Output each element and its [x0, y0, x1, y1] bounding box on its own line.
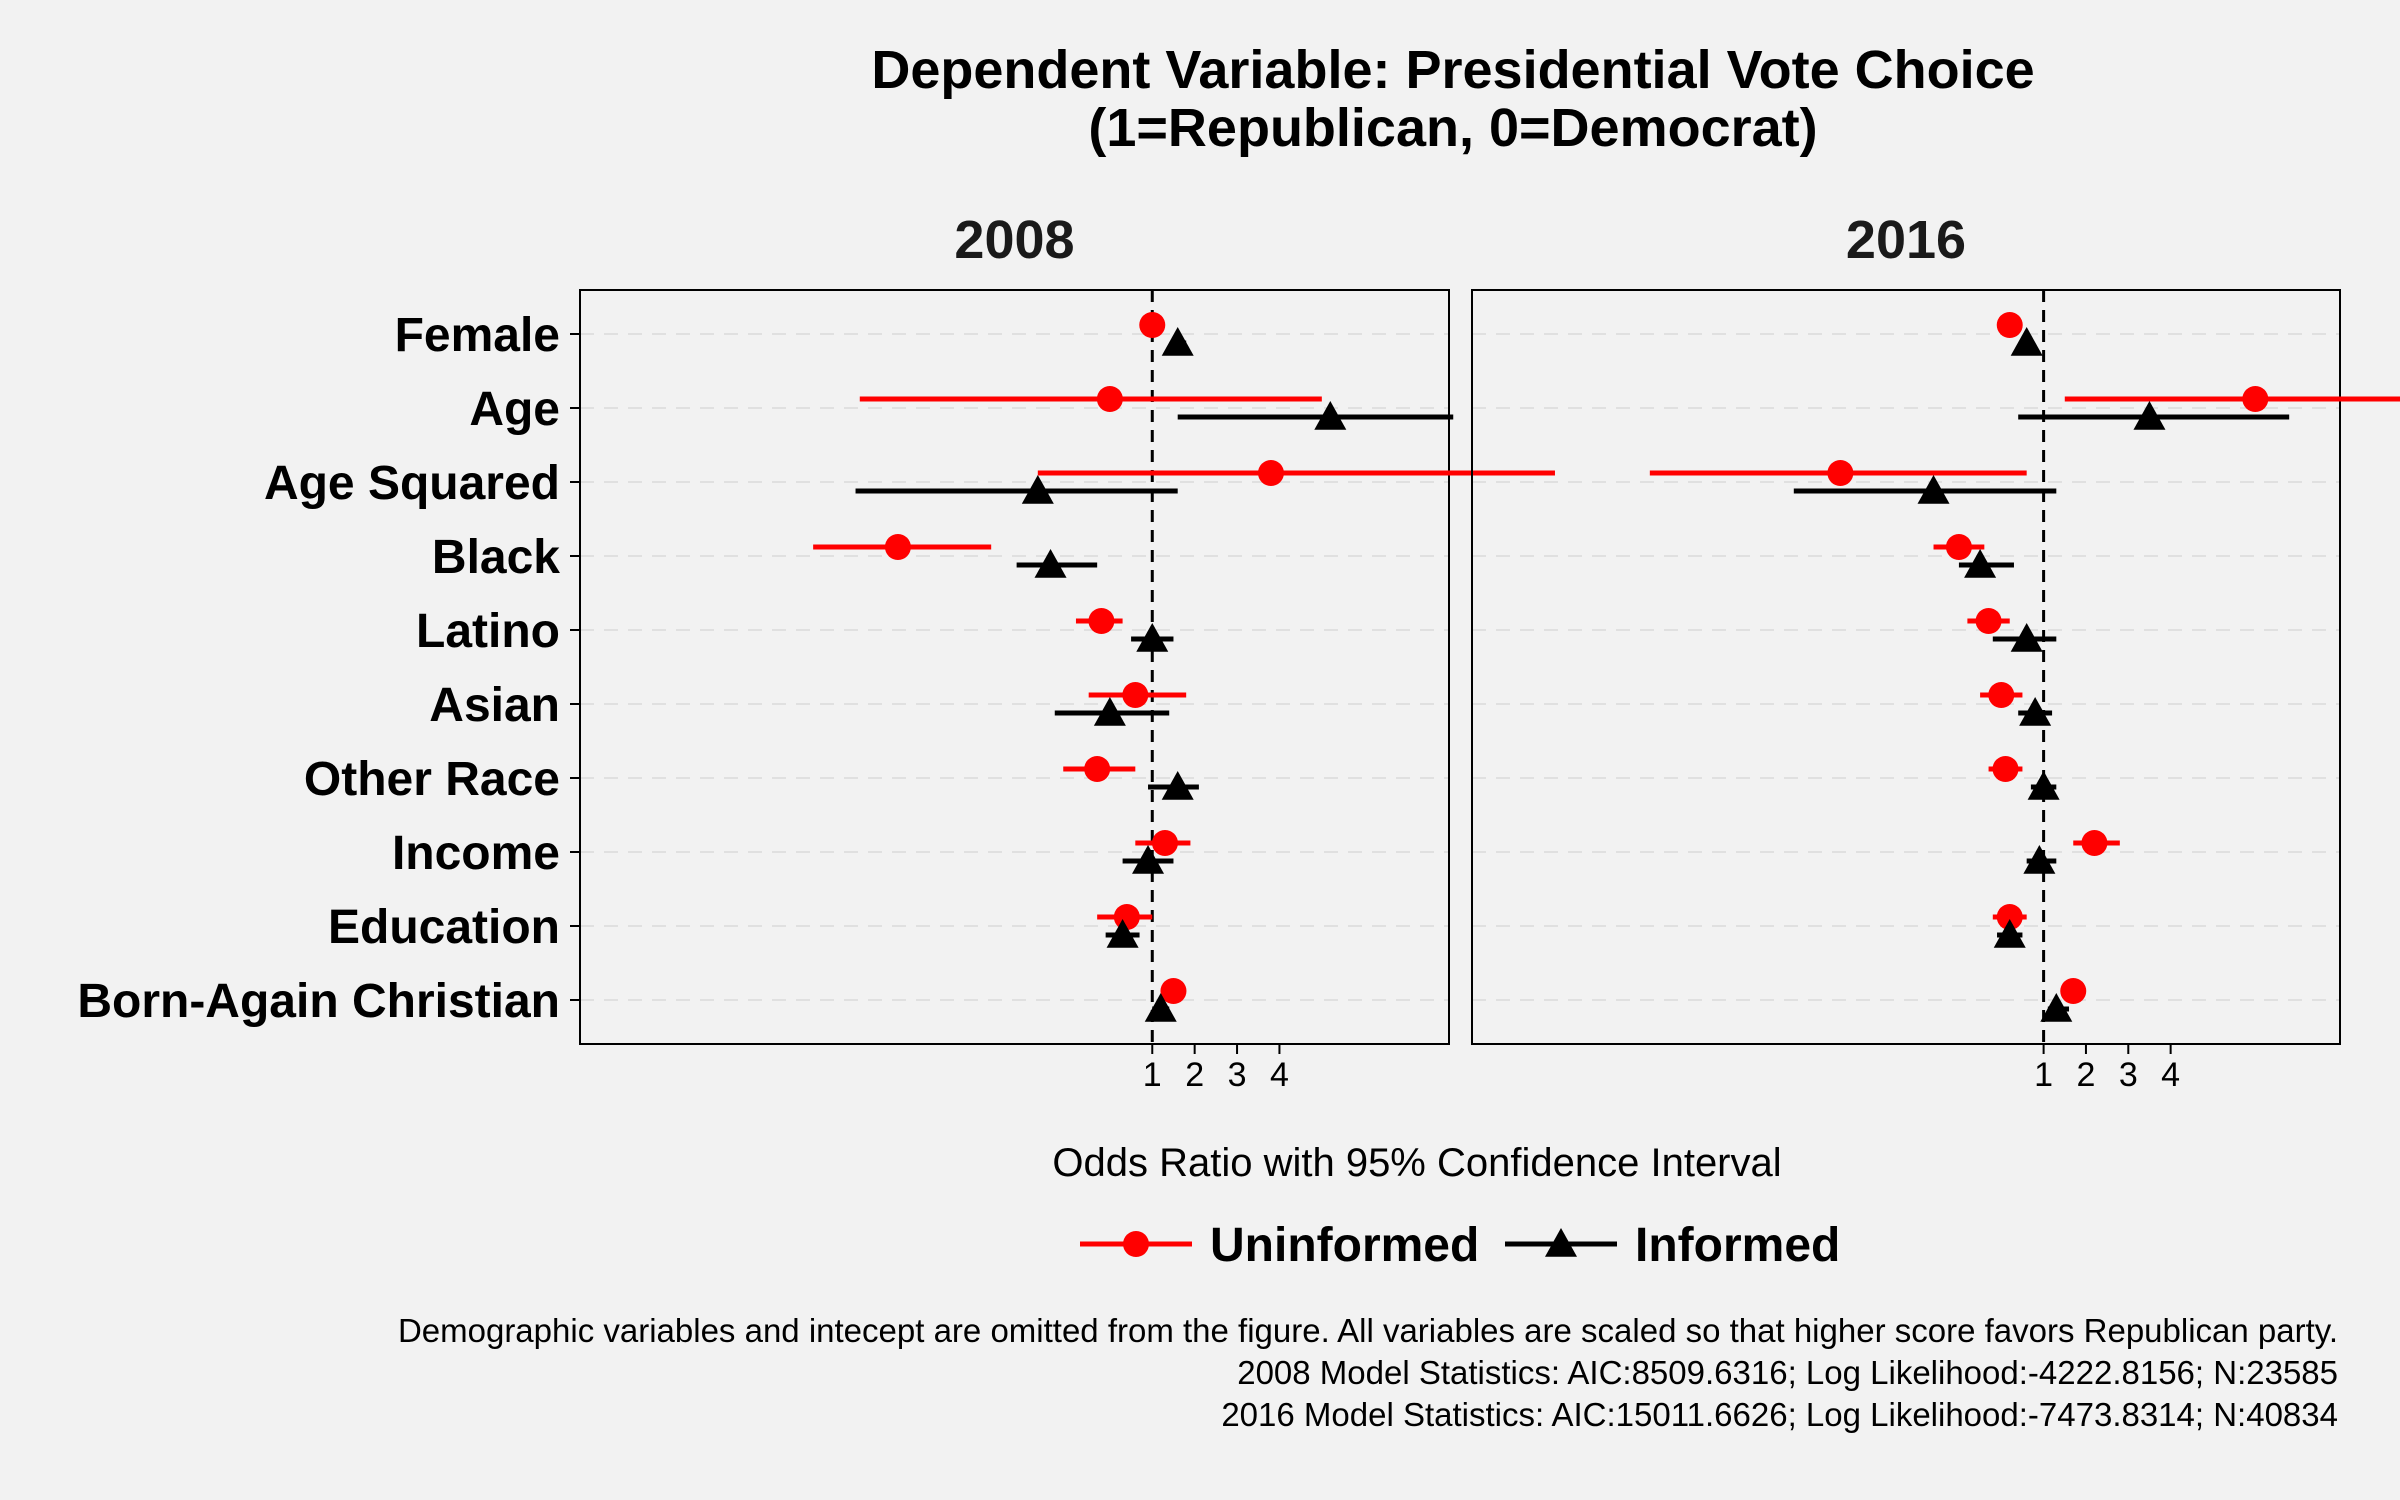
legend-key-marker [1545, 1228, 1577, 1257]
point-informed-black [1964, 549, 1997, 578]
point-uninformed-black [1945, 534, 1972, 560]
point-uninformed-black [884, 534, 911, 560]
point-informed-black [1034, 549, 1067, 578]
caption: Demographic variables and intecept are o… [398, 1312, 2338, 1433]
chart-title-line-1: Dependent Variable: Presidential Vote Ch… [871, 40, 2034, 100]
point-informed-asian [1093, 697, 1126, 726]
x-tick-label: 3 [1228, 1056, 1247, 1094]
point-uninformed-age [2242, 386, 2269, 412]
y-tick-label-income: Income [392, 827, 560, 880]
caption-line: 2016 Model Statistics: AIC:15011.6626; L… [1221, 1396, 2338, 1433]
legend-entry-informed: Informed [1505, 1219, 1840, 1272]
series-uninformed [1649, 312, 2400, 1004]
point-uninformed-age-squared [1257, 460, 1284, 486]
point-uninformed-age [1096, 386, 1123, 412]
series-informed [855, 327, 1454, 1022]
point-informed-born-again-christian [2040, 993, 2073, 1022]
point-uninformed-income [2081, 830, 2108, 856]
y-tick-label-age-squared: Age Squared [264, 457, 560, 510]
point-uninformed-other-race [1084, 756, 1111, 782]
point-informed-income [2023, 845, 2056, 874]
point-uninformed-income [1151, 830, 1178, 856]
legend-key-marker [1123, 1231, 1149, 1257]
point-informed-education [1993, 919, 2026, 948]
point-uninformed-female [1139, 312, 1166, 338]
point-uninformed-born-again-christian [2060, 978, 2087, 1004]
point-informed-latino [1136, 623, 1169, 652]
point-uninformed-education [1996, 904, 2023, 930]
point-informed-latino [2010, 623, 2043, 652]
point-informed-born-again-christian [1144, 993, 1177, 1022]
legend-label: Uninformed [1210, 1219, 1479, 1272]
point-informed-age-squared [1917, 475, 1950, 504]
point-uninformed-latino [1088, 608, 1115, 634]
point-informed-female [1161, 327, 1194, 356]
x-tick-label: 2 [2076, 1056, 2095, 1094]
panel-border [579, 289, 1450, 1045]
y-tick-label-other-race: Other Race [304, 753, 560, 806]
point-uninformed-asian [1988, 682, 2015, 708]
point-informed-age-squared [1021, 475, 1054, 504]
x-tick-label: 3 [2119, 1056, 2138, 1094]
point-informed-age [2133, 401, 2166, 430]
y-tick-label-latino: Latino [416, 605, 560, 658]
x-tick-label: 4 [2161, 1056, 2180, 1094]
y-tick-label-female: Female [395, 309, 560, 362]
y-tick-label-education: Education [328, 901, 560, 954]
point-informed-age [1314, 401, 1347, 430]
panel-border [1471, 289, 2341, 1045]
point-uninformed-education [1113, 904, 1140, 930]
point-uninformed-female [1996, 312, 2023, 338]
point-uninformed-latino [1975, 608, 2002, 634]
x-tick-label: 2 [1185, 1056, 1204, 1094]
point-uninformed-age-squared [1827, 460, 1854, 486]
point-informed-other-race [1161, 771, 1194, 800]
chart-title-line-2: (1=Republican, 0=Democrat) [1088, 98, 1817, 158]
legend: Uninformed Informed [1080, 1219, 1840, 1272]
series-informed [1793, 327, 2290, 1022]
legend-label: Informed [1635, 1219, 1840, 1272]
series-uninformed [813, 312, 1555, 1004]
point-informed-other-race [2027, 771, 2060, 800]
facet-label: 2016 [1846, 210, 1966, 270]
x-tick-label: 4 [1270, 1056, 1289, 1094]
legend-entry-uninformed: Uninformed [1080, 1219, 1479, 1272]
point-uninformed-born-again-christian [1160, 978, 1187, 1004]
x-axis-label: Odds Ratio with 95% Confidence Interval [1052, 1141, 1781, 1185]
x-tick-label: 1 [2034, 1056, 2053, 1094]
point-informed-education [1106, 919, 1139, 948]
facet-panel-2008: 2008 1 2 3 4 [579, 210, 1555, 1094]
point-informed-income [1132, 845, 1165, 874]
y-tick-label-asian: Asian [429, 679, 560, 732]
y-tick-label-black: Black [432, 531, 560, 584]
y-tick-label-age: Age [469, 383, 560, 436]
point-uninformed-other-race [1992, 756, 2019, 782]
facet-label: 2008 [954, 210, 1074, 270]
point-informed-female [2010, 327, 2043, 356]
point-informed-asian [2019, 697, 2052, 726]
caption-line: 2008 Model Statistics: AIC:8509.6316; Lo… [1237, 1354, 2338, 1391]
point-uninformed-asian [1122, 682, 1149, 708]
y-tick-label-born-again-christian: Born-Again Christian [77, 975, 560, 1028]
x-tick-label: 1 [1143, 1056, 1162, 1094]
caption-line: Demographic variables and intecept are o… [398, 1312, 2338, 1349]
facet-panel-2016: 2016 1 2 3 4 [1471, 210, 2400, 1094]
